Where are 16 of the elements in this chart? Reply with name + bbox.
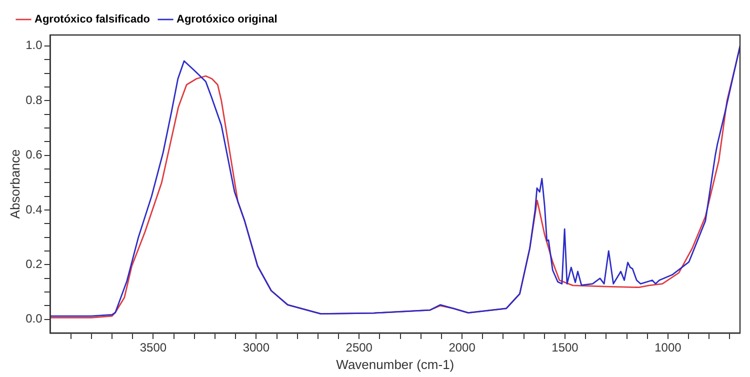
x-tick-label: 2000 [448,340,476,355]
x-tick-label: 2500 [346,340,373,355]
x-tick-label: 1500 [552,340,579,355]
x-tick-label: 3000 [242,340,270,355]
y-axis-title: Absorbance [7,149,22,219]
y-tick-label: 0.0 [26,312,43,326]
legend-label: Agrotóxico falsificado [34,14,150,26]
y-tick-label: 0.6 [26,148,43,162]
y-tick-label: 0.8 [26,92,43,107]
y-tick-label: 0.2 [26,256,43,271]
x-tick-label: 1000 [654,340,682,355]
y-tick-label: 0.4 [26,202,43,216]
x-tick-label: 3500 [140,340,167,355]
y-tick-label: 1.0 [26,38,43,52]
x-axis-title: Wavenumber (cm-1) [336,356,454,372]
legend-label: Agrotóxico original [176,14,278,26]
